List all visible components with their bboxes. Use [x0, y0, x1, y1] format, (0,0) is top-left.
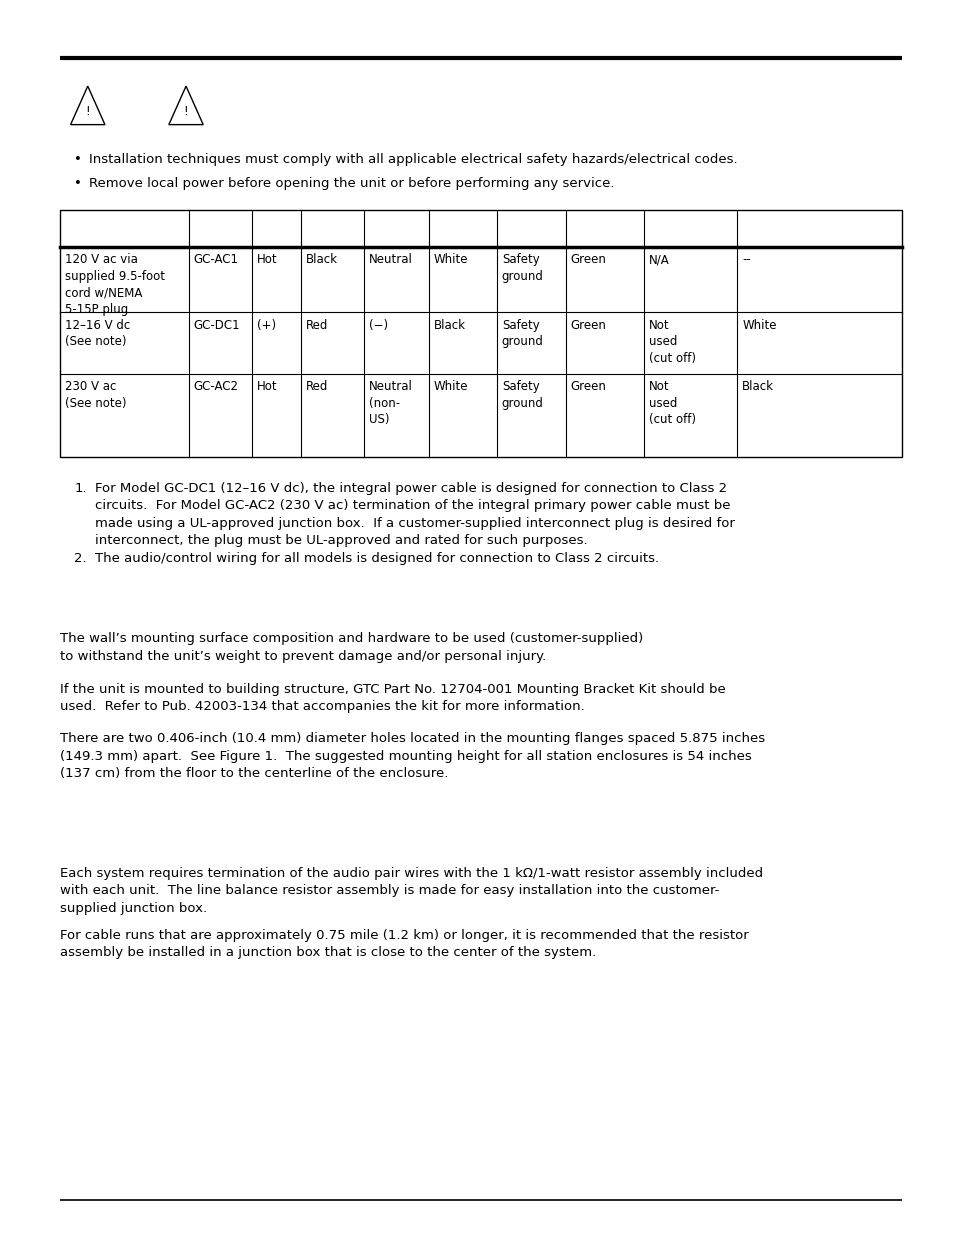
Text: •: •	[74, 153, 82, 167]
Text: 12–16 V dc
(See note): 12–16 V dc (See note)	[65, 319, 130, 348]
Text: Red: Red	[306, 380, 328, 394]
Text: 230 V ac
(See note): 230 V ac (See note)	[65, 380, 126, 410]
Text: Neutral
(non-
US): Neutral (non- US)	[369, 380, 413, 426]
Text: For cable runs that are approximately 0.75 mile (1.2 km) or longer, it is recomm: For cable runs that are approximately 0.…	[60, 929, 748, 960]
Text: GC-AC1: GC-AC1	[193, 253, 238, 267]
Text: Remove local power before opening the unit or before performing any service.: Remove local power before opening the un…	[89, 177, 614, 190]
Text: (+): (+)	[256, 319, 275, 332]
Text: The wall’s mounting surface composition and hardware to be used (customer-suppli: The wall’s mounting surface composition …	[60, 632, 642, 663]
Text: (−): (−)	[369, 319, 388, 332]
Text: !: !	[184, 105, 188, 119]
Text: Not
used
(cut off): Not used (cut off)	[648, 380, 695, 426]
Text: --: --	[741, 253, 750, 267]
Text: •: •	[74, 177, 82, 190]
Text: Safety
ground: Safety ground	[501, 380, 543, 410]
Text: The audio/control wiring for all models is designed for connection to Class 2 ci: The audio/control wiring for all models …	[95, 552, 659, 566]
Text: GC-AC2: GC-AC2	[193, 380, 238, 394]
Text: If the unit is mounted to building structure, GTC Part No. 12704-001 Mounting Br: If the unit is mounted to building struc…	[60, 683, 725, 714]
Text: There are two 0.406-inch (10.4 mm) diameter holes located in the mounting flange: There are two 0.406-inch (10.4 mm) diame…	[60, 732, 764, 781]
Text: For Model GC-DC1 (12–16 V dc), the integral power cable is designed for connecti: For Model GC-DC1 (12–16 V dc), the integ…	[95, 482, 735, 547]
Text: GC-DC1: GC-DC1	[193, 319, 240, 332]
Text: 2.: 2.	[74, 552, 87, 566]
Text: Hot: Hot	[256, 380, 277, 394]
Text: White: White	[434, 253, 468, 267]
Text: Safety
ground: Safety ground	[501, 319, 543, 348]
Text: Hot: Hot	[256, 253, 277, 267]
Text: Not
used
(cut off): Not used (cut off)	[648, 319, 695, 364]
Text: Red: Red	[306, 319, 328, 332]
Text: Green: Green	[570, 380, 606, 394]
Text: !: !	[86, 105, 90, 119]
Text: Green: Green	[570, 319, 606, 332]
Text: White: White	[741, 319, 776, 332]
Text: White: White	[434, 380, 468, 394]
Text: Installation techniques must comply with all applicable electrical safety hazard: Installation techniques must comply with…	[89, 153, 737, 167]
Text: Safety
ground: Safety ground	[501, 253, 543, 283]
Text: Green: Green	[570, 253, 606, 267]
Text: Each system requires termination of the audio pair wires with the 1 kΩ/1-watt re: Each system requires termination of the …	[60, 867, 762, 915]
Text: 1.: 1.	[74, 482, 87, 495]
Text: Black: Black	[306, 253, 338, 267]
Text: Black: Black	[741, 380, 774, 394]
Text: Black: Black	[434, 319, 466, 332]
Text: N/A: N/A	[648, 253, 669, 267]
Text: Neutral: Neutral	[369, 253, 413, 267]
Text: 120 V ac via
supplied 9.5-foot
cord w/NEMA
5-15P plug: 120 V ac via supplied 9.5-foot cord w/NE…	[65, 253, 165, 316]
